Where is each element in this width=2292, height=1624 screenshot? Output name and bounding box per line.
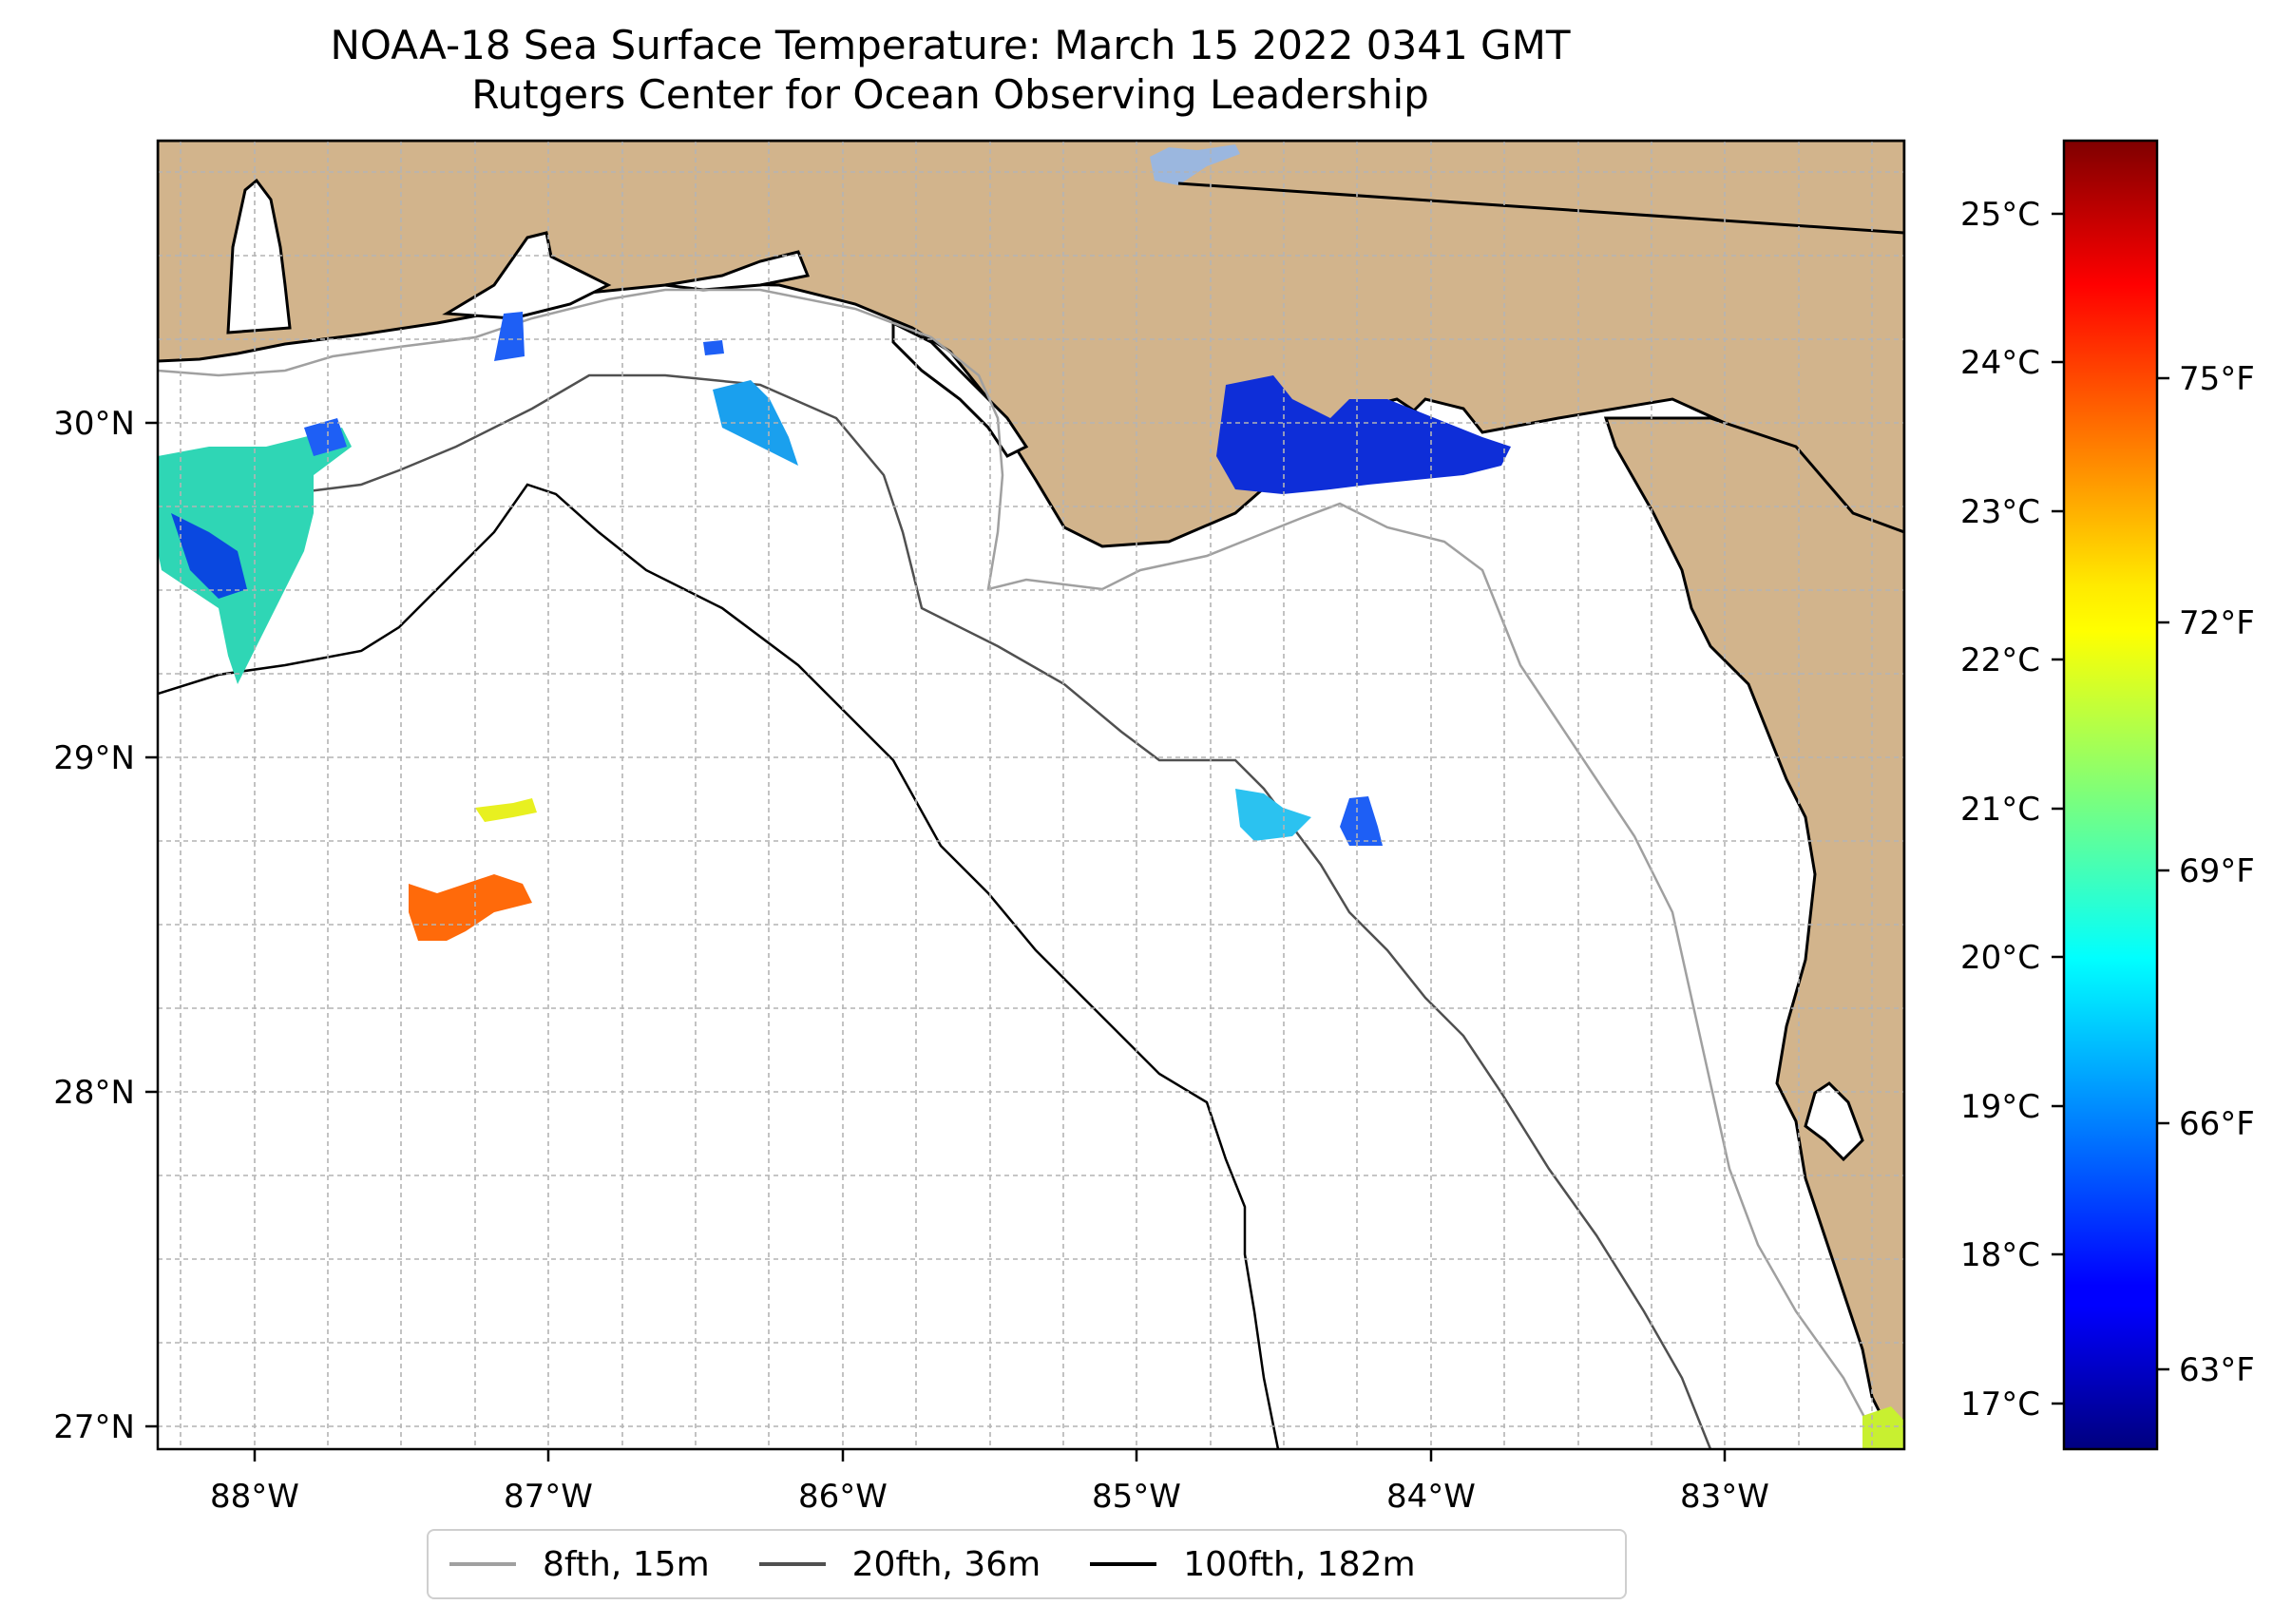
legend-item-20fth: 20fth, 36m [758,1544,1041,1584]
tampa-bay [1804,1081,1864,1162]
legend-label-20fth: 20fth, 36m [851,1544,1041,1584]
lake-seminole [1150,144,1240,185]
lon-label-87w: 87°W [504,1478,593,1516]
title-line-2: Rutgers Center for Ocean Observing Leade… [471,71,1429,118]
colorbar-gradient [2062,139,2159,1451]
lon-label-86w: 86°W [798,1478,888,1516]
colorbar-c-21: 21°C [1960,791,2040,829]
lon-label-84w: 84°W [1386,1478,1476,1516]
legend-swatch-20fth [758,1562,826,1566]
colorbar-c-25: 25°C [1960,196,2040,234]
chart-title: NOAA-18 Sea Surface Temperature: March 1… [0,21,1900,120]
colorbar-c-20: 20°C [1960,939,2040,977]
pensacola-bay [442,231,612,320]
colorbar-f-72: 72°F [2179,604,2255,642]
contour-20fth [158,373,1712,1449]
lon-label-85w: 85°W [1092,1478,1181,1516]
colorbar-c-19: 19°C [1960,1088,2040,1126]
title-line-1: NOAA-18 Sea Surface Temperature: March 1… [330,22,1571,68]
contour-8fth [158,288,1883,1449]
colorbar-c-18: 18°C [1960,1236,2040,1274]
land-north-coast [158,141,1904,572]
legend-swatch-100fth [1090,1562,1157,1566]
contour-100fth [158,483,1280,1449]
map-panel[interactable] [158,141,1904,1449]
colorbar-f-63: 63°F [2179,1351,2255,1389]
lat-label-30n: 30°N [53,405,135,443]
lon-label-88w: 88°W [210,1478,299,1516]
legend-label-8fth: 8fth, 15m [543,1544,710,1584]
legend-item-8fth: 8fth, 15m [449,1545,710,1584]
legend-item-100fth: 100fth, 182m [1090,1544,1416,1584]
land-florida-peninsula [1603,416,1904,1449]
state-boundary [1177,182,1904,235]
colorbar: 25°C 24°C 23°C 22°C 21°C 20°C 19°C 18°C … [1960,139,2255,1451]
lat-label-29n: 29°N [53,739,135,777]
legend-label-100fth: 100fth, 182m [1183,1544,1416,1584]
lat-label-28n: 28°N [53,1074,135,1112]
colorbar-c-23: 23°C [1960,493,2040,531]
legend-swatch-8fth [449,1562,516,1566]
map-frame [156,139,1906,1451]
colorbar-c-22: 22°C [1960,641,2040,679]
mobile-bay [226,178,292,334]
colorbar-f-69: 69°F [2179,852,2255,890]
apalachicola-bay [891,320,1029,458]
colorbar-f-66: 66°F [2179,1105,2255,1143]
map-axis-ticks [145,421,1727,1462]
colorbar-c-24: 24°C [1960,344,2040,382]
colorbar-c-17: 17°C [1960,1385,2040,1423]
map-gridlines [158,141,1904,1449]
colorbar-ticks [2052,212,2169,1405]
lon-label-83w: 83°W [1680,1478,1769,1516]
lat-label-27n: 27°N [53,1408,135,1446]
contour-legend: 8fth, 15m 20fth, 36m 100fth, 182m [427,1529,1627,1599]
colorbar-f-75: 75°F [2179,360,2255,398]
